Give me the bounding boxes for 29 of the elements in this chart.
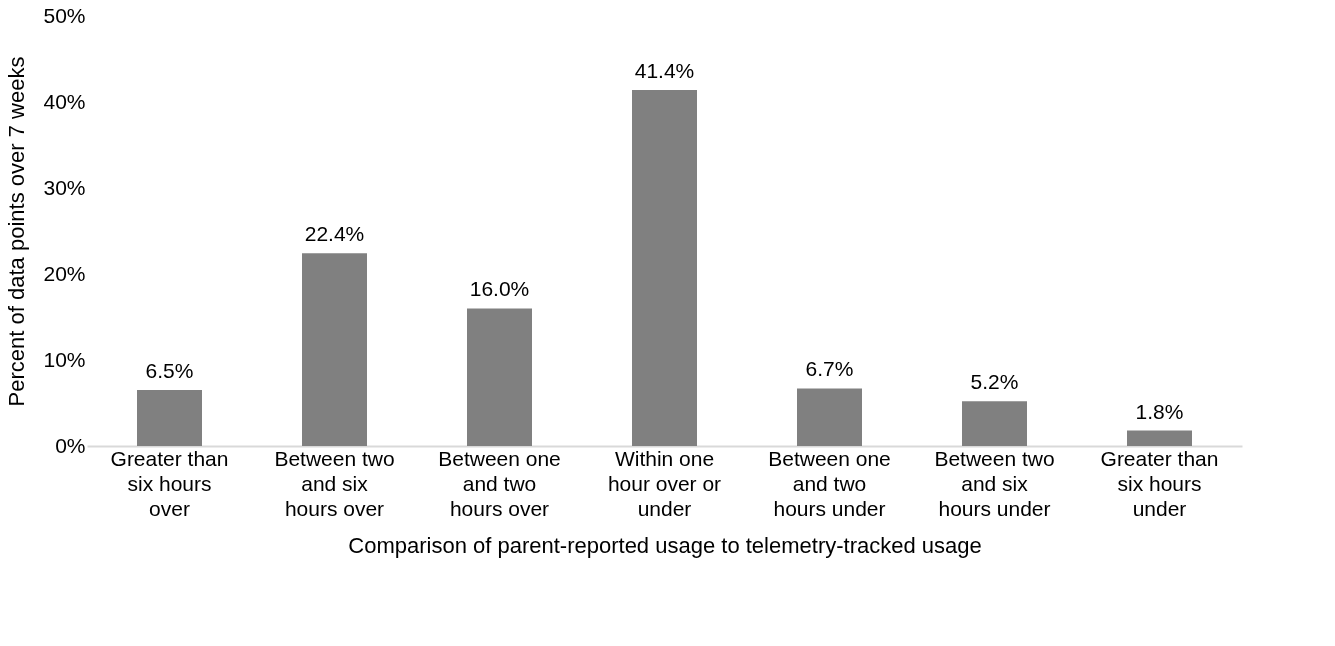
bar: [467, 308, 532, 446]
x-tick-label: Between two and six hours over: [274, 446, 395, 520]
data-label: 6.7%: [805, 357, 854, 381]
x-tick-label: Between one and two hours under: [768, 446, 891, 520]
y-axis-title: Percent of data points over 7 weeks: [4, 56, 30, 407]
bar: [302, 253, 367, 446]
data-label: 5.2%: [970, 370, 1019, 394]
x-tick-label: Between two and six hours under: [934, 446, 1055, 520]
x-tick-label: Between one and two hours over: [438, 446, 561, 520]
bar: [797, 388, 862, 446]
y-tick-label: 10%: [43, 347, 86, 371]
x-tick-label: Greater than six hours under: [1100, 446, 1219, 520]
y-tick-label: 20%: [43, 261, 86, 285]
bar: [137, 390, 202, 446]
data-label: 6.5%: [145, 359, 194, 383]
bar: [1127, 430, 1192, 446]
data-label: 16.0%: [469, 277, 530, 301]
y-tick-label: 40%: [43, 89, 86, 113]
data-label: 1.8%: [1135, 399, 1184, 423]
y-tick-label: 30%: [43, 175, 86, 199]
data-label: 22.4%: [304, 222, 365, 246]
bar: [632, 89, 697, 446]
y-tick-label: 50%: [43, 3, 86, 27]
y-tick-label: 0%: [55, 433, 86, 457]
bar: [962, 401, 1027, 446]
data-label: 41.4%: [634, 58, 695, 82]
x-tick-label: Within one hour over or under: [607, 446, 722, 520]
x-tick-label: Greater than six hours over: [110, 446, 229, 520]
x-axis-title: Comparison of parent-reported usage to telemetry-tracked usage: [348, 532, 982, 558]
